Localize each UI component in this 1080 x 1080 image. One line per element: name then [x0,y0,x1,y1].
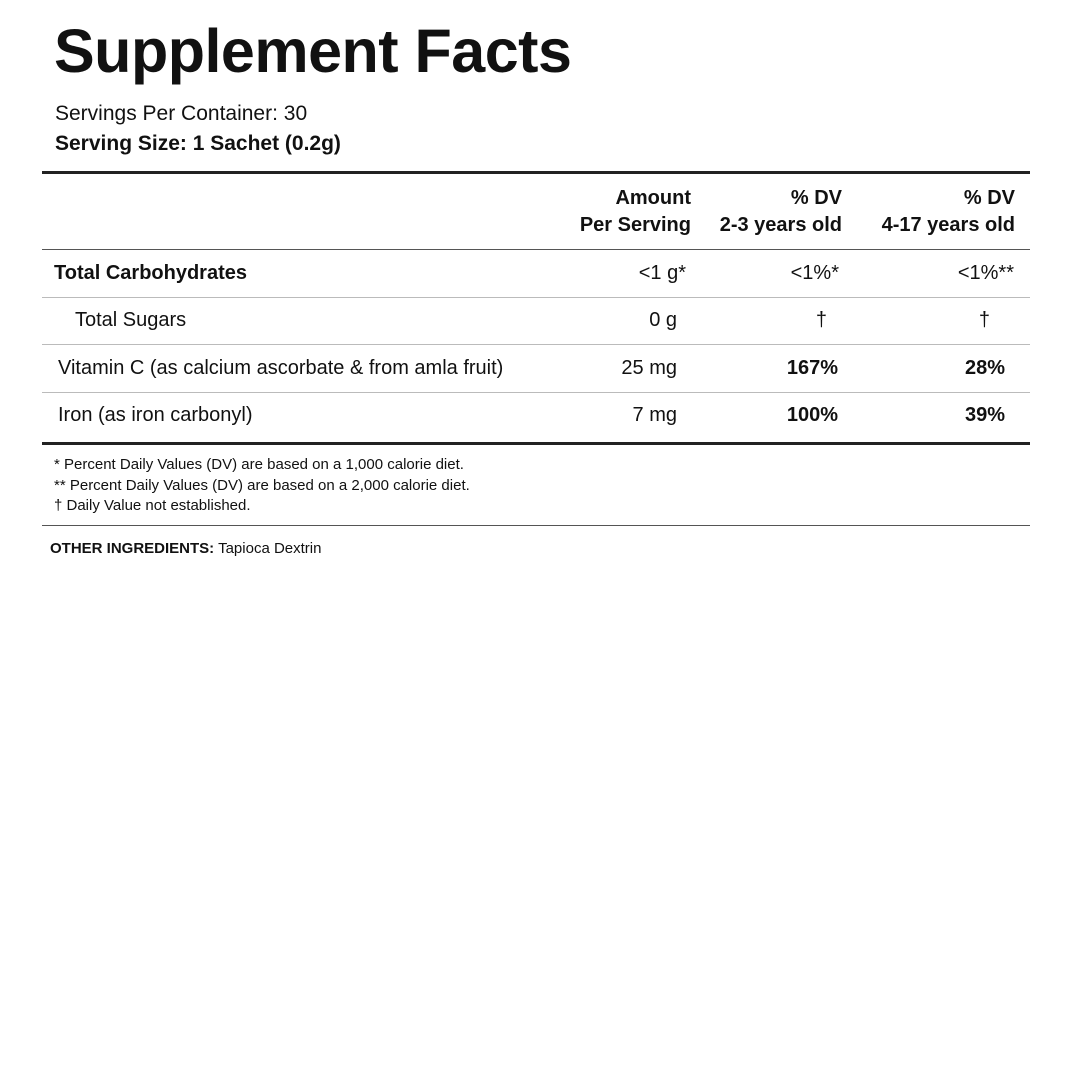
row-name: Vitamin C (as calcium ascorbate & from a… [58,357,504,379]
header-dv-old-line2: 4-17 years old [881,214,1015,236]
divider [42,297,1030,298]
row-amount: 7 mg [632,404,677,426]
row-dv-old: 39% [964,404,1005,426]
row-dv-young: <1%* [790,262,839,284]
row-dv-young: † [815,309,827,331]
header-amount-line1: Amount [615,187,691,209]
footnote: † Daily Value not established. [54,497,251,514]
row-dv-young: 167% [786,357,838,379]
other-ingredients: OTHER INGREDIENTS: Tapioca Dextrin [50,540,321,557]
header-dv-young-line2: 2-3 years old [719,214,842,236]
header-amount: Amount Per Serving [580,185,691,239]
row-amount: <1 g* [638,262,686,284]
header-dv-4-17: % DV 4-17 years old [882,185,1015,239]
row-name: Total Sugars [75,309,187,331]
thick-divider [42,171,1030,174]
row-dv-old: 28% [964,357,1005,379]
divider [42,344,1030,345]
servings-per-container: Servings Per Container: 30 [55,102,308,125]
row-dv-old: † [978,309,990,331]
row-amount: 25 mg [621,357,677,379]
row-dv-old: <1%** [957,262,1014,284]
footnote: * Percent Daily Values (DV) are based on… [54,456,464,473]
thick-divider [42,442,1030,445]
header-dv-young-line1: % DV [790,187,842,209]
serving-size: Serving Size: 1 Sachet (0.2g) [55,132,341,155]
footnote: ** Percent Daily Values (DV) are based o… [54,477,470,494]
row-name: Total Carbohydrates [54,262,247,284]
other-ingredients-label: OTHER INGREDIENTS: [50,540,215,557]
header-dv-old-line1: % DV [963,187,1015,209]
row-amount: 0 g [649,309,677,331]
row-dv-young: 100% [786,404,838,426]
header-amount-line2: Per Serving [579,214,691,236]
divider [42,525,1030,526]
other-ingredients-value: Tapioca Dextrin [218,540,322,557]
page-title: Supplement Facts [54,17,572,85]
divider [42,392,1030,393]
header-dv-2-3: % DV 2-3 years old [720,185,842,239]
row-name: Iron (as iron carbonyl) [58,404,253,426]
divider [42,249,1030,250]
